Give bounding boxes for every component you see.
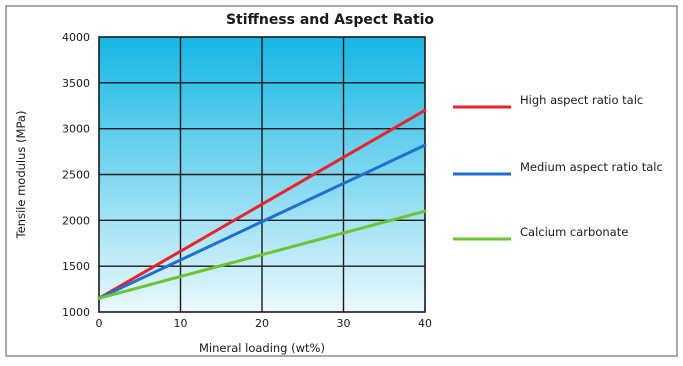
x-tick-label: 30 [337,317,351,330]
y-tick-label: 3000 [62,123,90,136]
x-tick-label: 0 [96,317,103,330]
legend-label-medium-aspect-ratio-talc: Medium aspect ratio talc [520,160,663,174]
legend-label-high-aspect-ratio-talc: High aspect ratio talc [520,93,643,107]
y-axis-label: Tensile modulus (MPa) [14,111,28,240]
x-tick-label: 10 [174,317,188,330]
y-tick-label: 1500 [62,260,90,273]
y-tick-label: 2000 [62,214,90,227]
series-line-high-aspect-ratio-talc [97,108,427,300]
chart-title: Stiffness and Aspect Ratio [226,12,434,28]
series-lines [97,108,427,300]
tick-labels: 0 10 20 30 40 1000 1500 2000 2500 3000 3500 4000 [62,31,432,330]
legend: High aspect ratio talc Medium aspect rati… [453,93,663,241]
x-tick-label: 40 [418,317,432,330]
legend-label-calcium-carbonate: Calcium carbonate [520,225,628,239]
series-line-medium-aspect-ratio-talc [97,143,427,300]
y-tick-label: 4000 [62,31,90,44]
x-tick-label: 20 [255,317,269,330]
y-tick-label: 3500 [62,77,90,90]
y-tick-label: 1000 [62,306,90,319]
x-axis-label: Mineral loading (wt%) [199,341,325,355]
series-line-calcium-carbonate [97,209,427,300]
y-tick-label: 2500 [62,169,90,182]
